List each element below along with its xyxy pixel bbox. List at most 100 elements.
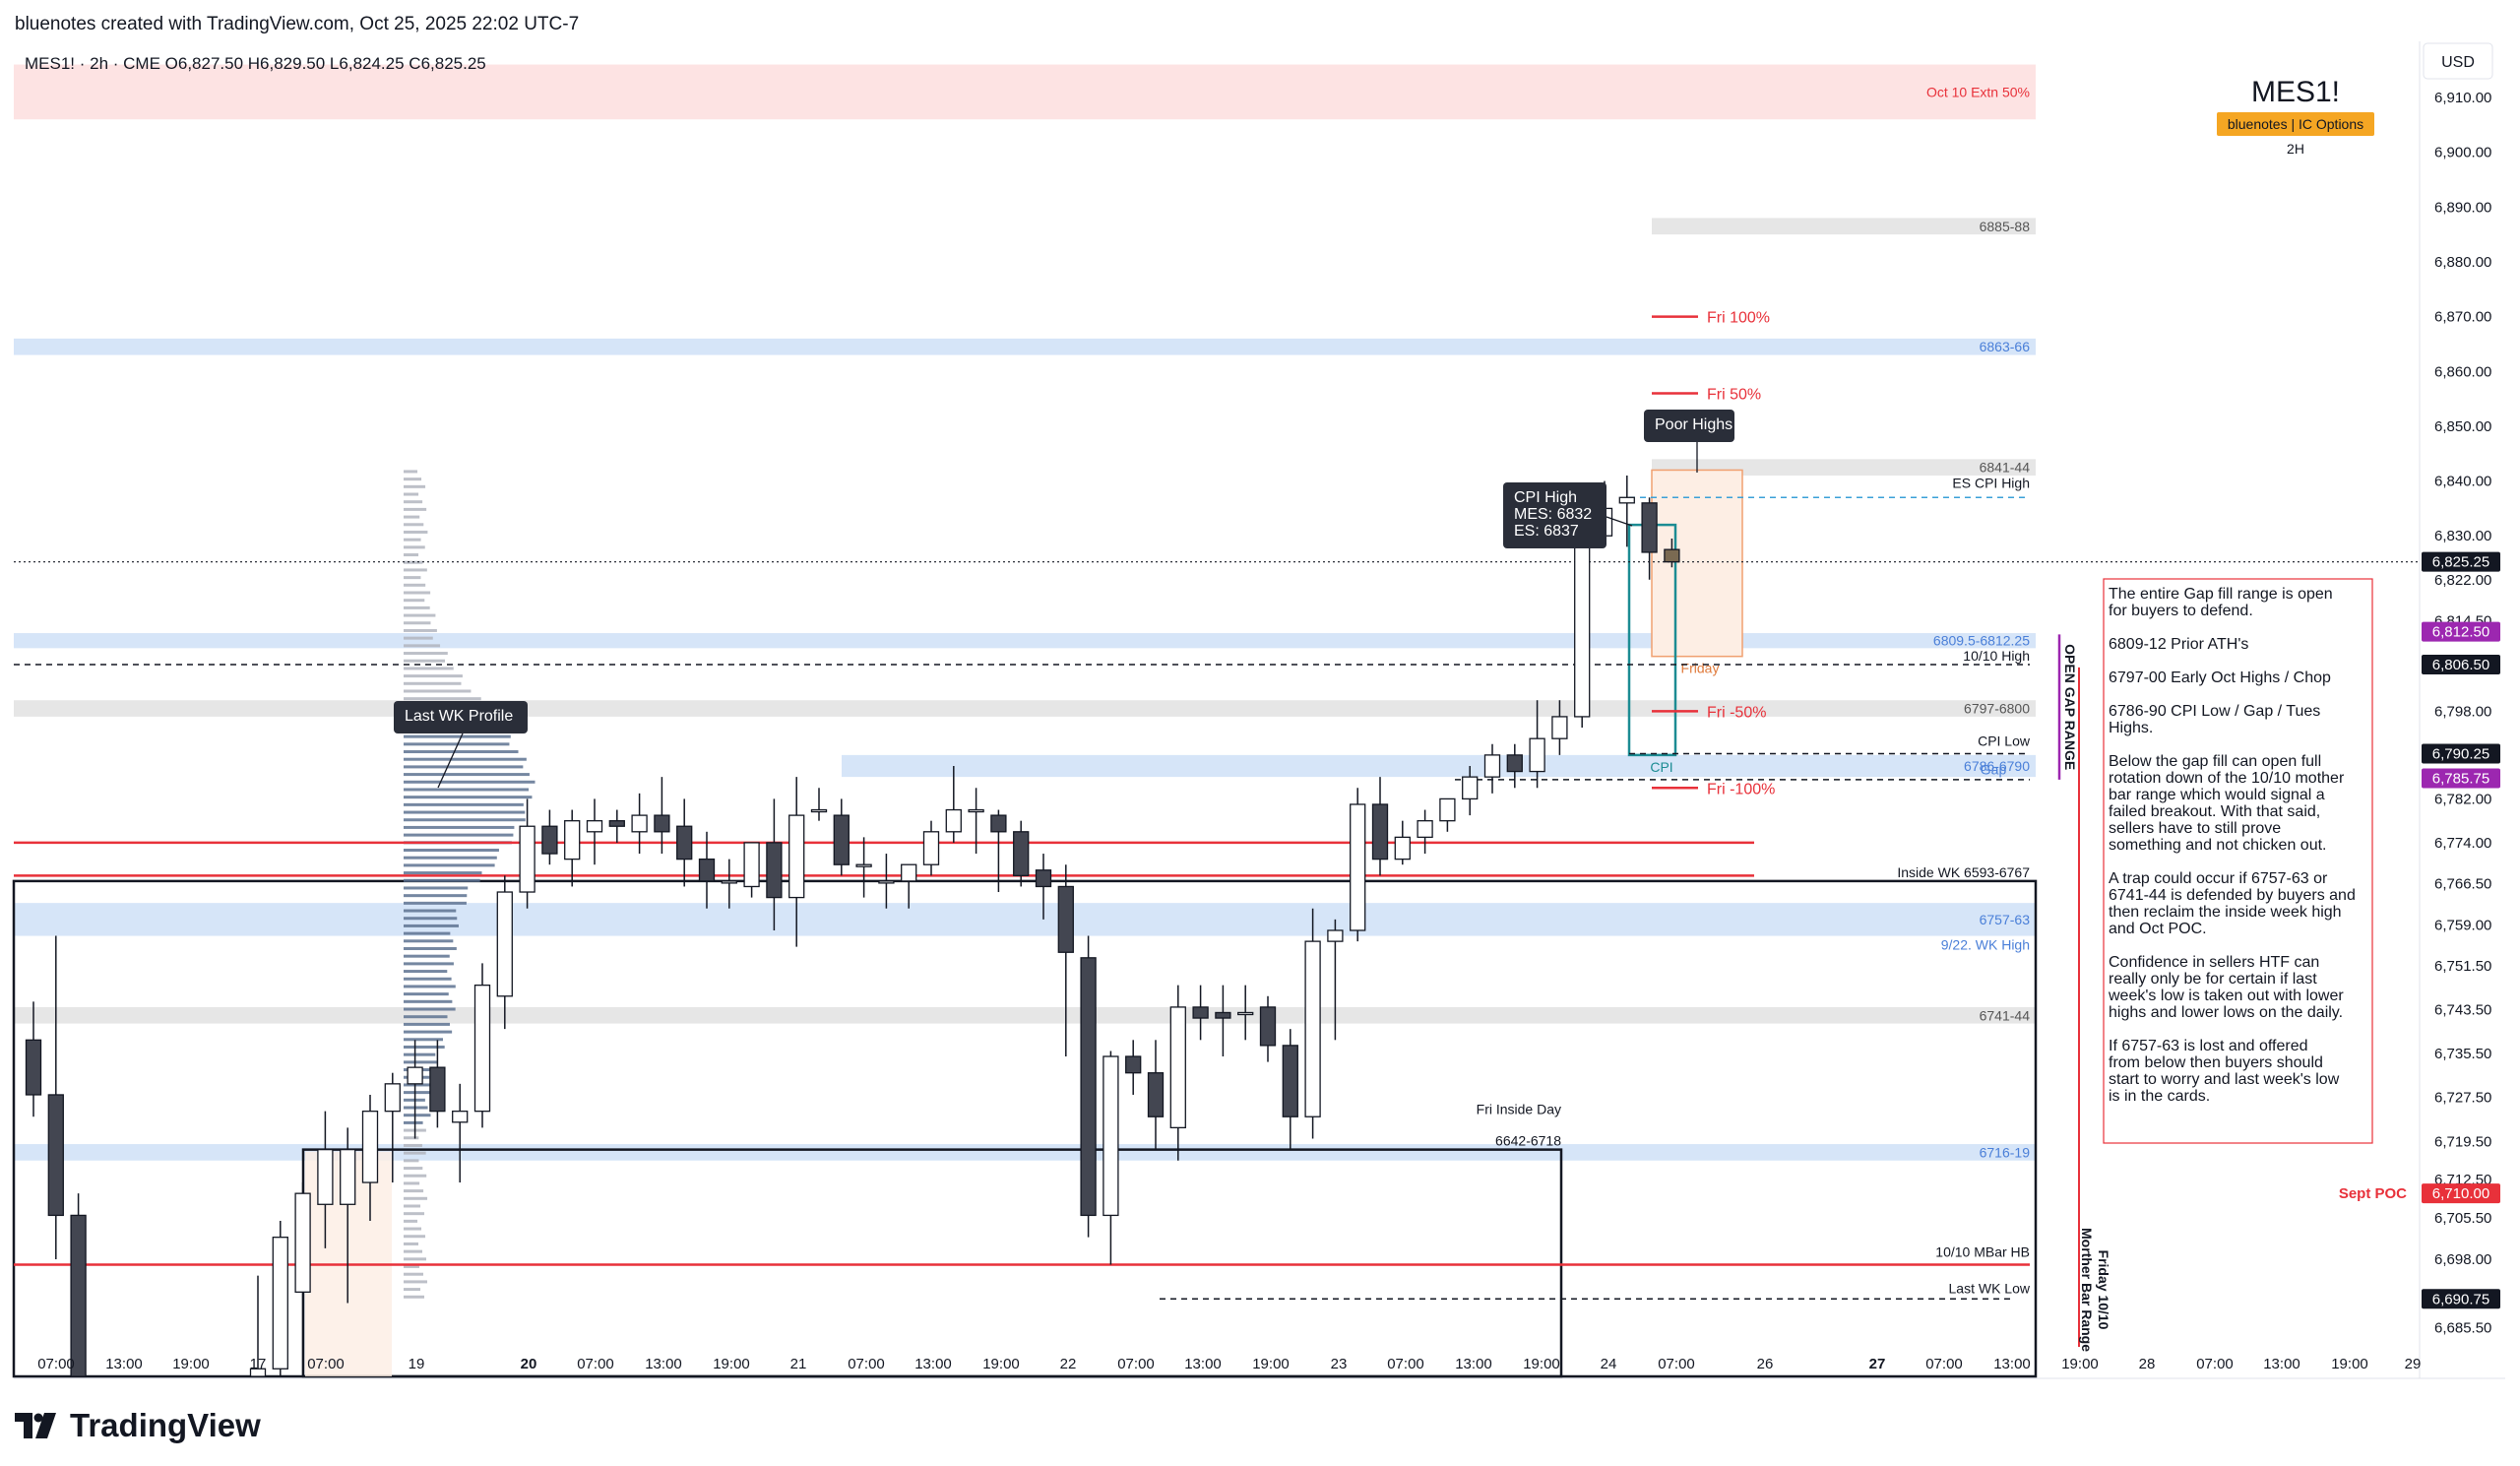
profile-row	[404, 1120, 423, 1124]
profile-row	[404, 849, 499, 853]
profile-row	[404, 681, 462, 685]
candle-body-26	[766, 842, 783, 899]
price-tag-4	[2422, 768, 2500, 789]
watermark-interval: 2H	[2287, 141, 2304, 157]
price-tag-0	[2422, 551, 2500, 572]
profile-row	[404, 1174, 427, 1178]
tradingview-logo[interactable]: TradingView	[15, 1406, 261, 1445]
candle-body-16	[541, 825, 558, 855]
cpi-high-pointer	[1606, 516, 1633, 527]
tv-logo-icon	[15, 1413, 56, 1438]
profile-row	[404, 484, 426, 488]
note-line-5: A trap could occur if 6757-63 or	[2109, 870, 2328, 887]
x-tick-20: 13:00	[1455, 1356, 1492, 1372]
profile-row	[404, 901, 467, 905]
profile-row	[404, 523, 424, 527]
profile-row	[404, 962, 454, 966]
candle-body-0	[25, 1039, 42, 1096]
profile-row	[404, 599, 425, 603]
price-tag-2	[2422, 655, 2500, 675]
candle-body-62	[1574, 535, 1591, 718]
profile-row	[404, 583, 426, 587]
profile-row	[404, 765, 524, 769]
x-tick-1: 13:00	[105, 1356, 143, 1372]
note-line-7: If 6757-63 is lost and offered	[2109, 1038, 2308, 1054]
candle-body-57	[1462, 776, 1479, 800]
note-line-4: sellers have to still prove	[2109, 820, 2281, 837]
x-tick-10: 21	[790, 1356, 807, 1372]
x-tick-26: 07:00	[1925, 1356, 1963, 1372]
candle-body-53	[1371, 803, 1389, 860]
price-tag-label-3: 6,790.25	[2432, 745, 2489, 762]
x-tick-0: 07:00	[37, 1356, 75, 1372]
zone-1	[1652, 218, 2036, 235]
candle-body-45	[1192, 1006, 1209, 1019]
cpi-label: CPI	[1650, 759, 1672, 775]
candle-body-52	[1350, 803, 1366, 931]
candle-body-29	[833, 814, 850, 865]
zone-7	[14, 903, 2036, 936]
profile-row	[404, 1249, 423, 1253]
candle-body-66	[1664, 548, 1680, 563]
zone-label: 6863-66	[1980, 339, 2031, 354]
gap-label: Gap	[1981, 761, 2007, 777]
y-tick-8: 6,830.00	[2434, 528, 2491, 544]
profile-row	[404, 1288, 421, 1292]
profile-row	[404, 1143, 422, 1147]
candle-body-6	[317, 1148, 334, 1205]
candle-body-4	[272, 1237, 288, 1370]
x-tick-27: 13:00	[1993, 1356, 2031, 1372]
friday-label: Friday	[1681, 661, 1720, 676]
profile-row	[404, 1052, 436, 1056]
candle-body-23	[698, 858, 716, 882]
candle-body-64	[1618, 496, 1635, 504]
legend-header: MES1! · 2h · CME O6,827.50 H6,829.50 L6,…	[25, 54, 2374, 157]
poor-highs-text: Poor Highs	[1655, 416, 1732, 433]
x-tick-3: 17	[250, 1356, 267, 1372]
profile-row	[404, 1151, 426, 1155]
zone-label: 6809.5-6812.25	[1933, 633, 2030, 649]
profile-row	[404, 757, 527, 761]
note-line-3: 6786-90 CPI Low / Gap / Tues	[2109, 703, 2320, 720]
time-axis[interactable]: 07:00 13:00 19:00 17 07:00 19 20 07:00 13:00 19:0…	[37, 1356, 2421, 1372]
profile-row	[404, 1015, 448, 1019]
mother-bar-label-1: Friday 10/10	[2096, 1250, 2111, 1330]
last-wk-profile-text: Last WK Profile	[405, 708, 513, 725]
profile-row	[404, 1204, 421, 1208]
profile-row	[404, 530, 428, 534]
zone-8	[14, 1006, 2036, 1024]
level-label-1: ES CPI High	[1952, 475, 2030, 490]
profile-row	[404, 1159, 419, 1163]
price-axis[interactable]: 6,910.00 6,900.00 6,890.00 6,880.00 6,870.00…	[2422, 42, 2500, 1337]
zone-0	[14, 64, 2036, 120]
price-tag-label-5: 6,710.00	[2432, 1185, 2489, 1202]
y-tick-3: 6,880.00	[2434, 254, 2491, 271]
profile-row	[404, 697, 481, 701]
profile-row	[404, 985, 456, 988]
profile-row	[404, 992, 449, 996]
candle-body-49	[1282, 1045, 1298, 1117]
zone-label: 6757-63	[1980, 912, 2031, 927]
candle-body-11	[429, 1066, 446, 1113]
x-tick-8: 13:00	[645, 1356, 682, 1372]
profile-row	[404, 1235, 426, 1239]
x-tick-23: 07:00	[1658, 1356, 1695, 1372]
candle-body-34	[945, 808, 962, 833]
price-tag-label-1: 6,812.50	[2432, 624, 2489, 641]
y-tick-17: 6,759.00	[2434, 917, 2491, 933]
candle-body-48	[1259, 1006, 1277, 1047]
profile-row	[404, 1083, 432, 1087]
x-tick-18: 23	[1331, 1356, 1348, 1372]
zone-4	[14, 633, 2036, 649]
y-tick-19: 6,743.50	[2434, 1002, 2491, 1019]
profile-row	[404, 863, 495, 867]
profile-row	[404, 628, 437, 632]
candle-body-28	[810, 808, 828, 813]
x-tick-11: 07:00	[848, 1356, 885, 1372]
candles-layer[interactable]	[25, 476, 1680, 1377]
y-tick-2: 6,890.00	[2434, 199, 2491, 216]
fri-level-label-3: Fri -100%	[1707, 781, 1775, 797]
